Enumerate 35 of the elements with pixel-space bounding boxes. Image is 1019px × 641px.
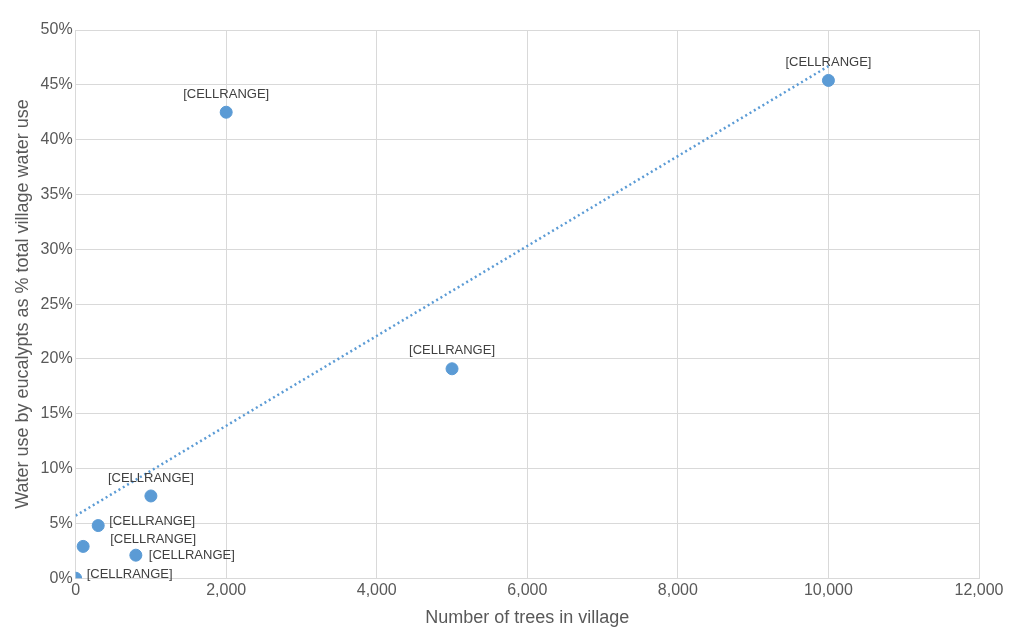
data-label: [CELLRANGE] bbox=[109, 513, 196, 529]
data-label: [CELLRANGE] bbox=[785, 54, 872, 70]
point bbox=[91, 519, 105, 533]
point bbox=[76, 539, 90, 553]
data-label: [CELLRANGE] bbox=[86, 565, 173, 581]
y-tick-label: 20% bbox=[40, 349, 73, 367]
y-tick-label: 0% bbox=[49, 568, 73, 586]
y-tick-label: 40% bbox=[40, 130, 73, 148]
x-tick-label: 6,000 bbox=[507, 581, 548, 599]
data-label: [CELLRANGE] bbox=[148, 546, 235, 562]
y-tick-label: 5% bbox=[49, 513, 73, 531]
y-tick-label: 10% bbox=[40, 458, 73, 476]
point bbox=[129, 548, 143, 562]
x-axis-title: Number of trees in village bbox=[425, 607, 630, 628]
y-axis-title: Water use by eucalypts as % total village water use bbox=[11, 99, 32, 509]
y-tick-label: 25% bbox=[40, 294, 73, 312]
data-label: [CELLRANGE] bbox=[107, 469, 194, 485]
y-tick-label: 35% bbox=[40, 184, 73, 202]
y-tick-label: 50% bbox=[40, 20, 73, 38]
y-tick-label: 15% bbox=[40, 404, 73, 422]
x-tick-label: 10,000 bbox=[803, 581, 854, 599]
x-tick-label: 2,000 bbox=[206, 581, 247, 599]
x-tick-label: 12,000 bbox=[954, 581, 1004, 599]
data-label: [CELLRANGE] bbox=[409, 342, 496, 358]
x-tick-label: 8,000 bbox=[657, 581, 698, 599]
point bbox=[144, 489, 158, 503]
x-tick-label: 0 bbox=[71, 581, 81, 599]
y-tick-label: 30% bbox=[40, 239, 73, 257]
data-label: [CELLRANGE] bbox=[183, 85, 270, 101]
point bbox=[445, 362, 459, 376]
x-tick-label: 4,000 bbox=[356, 581, 397, 599]
point bbox=[219, 105, 233, 119]
point bbox=[821, 73, 835, 87]
data-label: [CELLRANGE] bbox=[110, 530, 197, 546]
y-tick-label: 45% bbox=[40, 75, 73, 93]
